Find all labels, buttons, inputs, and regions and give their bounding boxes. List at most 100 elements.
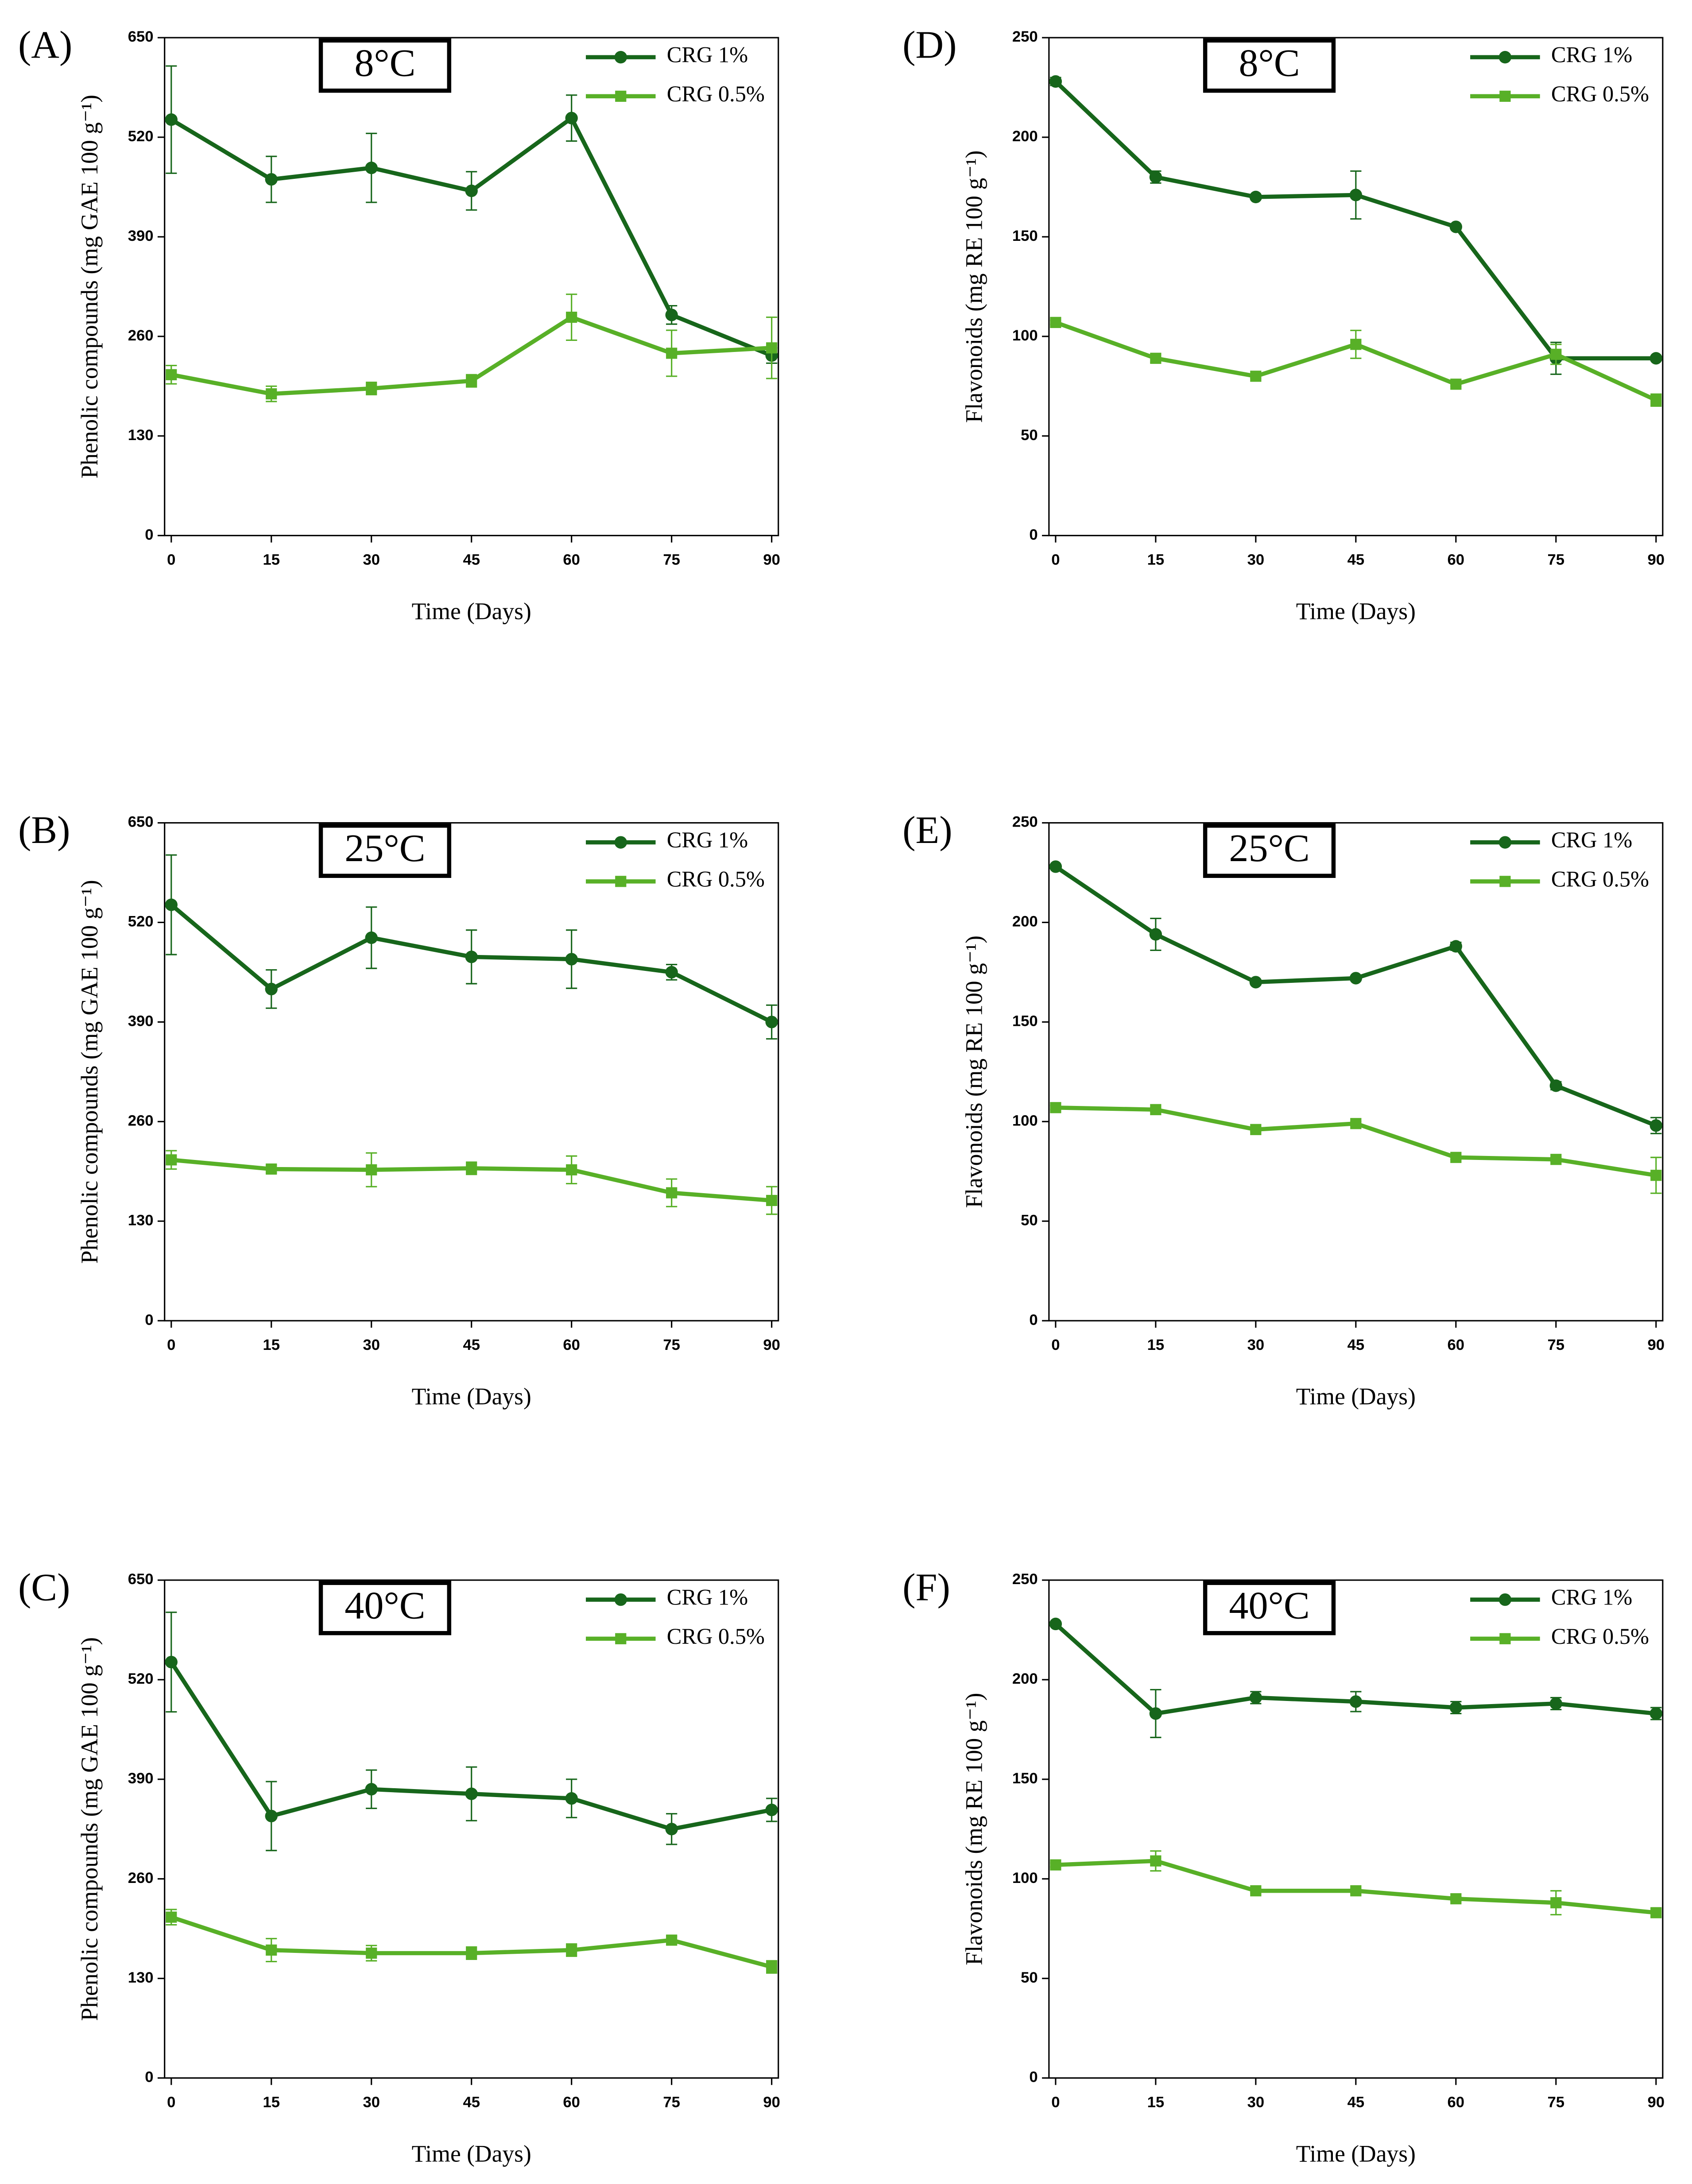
- y-tick-label: 390: [128, 1770, 154, 1787]
- point: [1649, 1119, 1662, 1132]
- point: [1250, 371, 1262, 382]
- point: [1650, 394, 1662, 406]
- x-tick-label: 30: [363, 551, 380, 568]
- panel-label: (E): [902, 808, 952, 852]
- x-tick-label: 90: [1648, 551, 1665, 568]
- point: [165, 1655, 178, 1669]
- y-tick-label: 50: [1021, 1969, 1038, 1986]
- condition-box: [318, 1581, 452, 1635]
- x-tick-label: 75: [1548, 551, 1565, 568]
- point: [1149, 170, 1162, 184]
- point: [765, 1803, 778, 1817]
- point: [614, 836, 627, 849]
- point: [266, 388, 277, 400]
- x-tick-label: 30: [1247, 1337, 1265, 1353]
- x-tick-label: 60: [1448, 1337, 1465, 1353]
- x-tick-label: 45: [463, 551, 480, 568]
- point: [1550, 1897, 1562, 1909]
- point: [1499, 90, 1511, 102]
- point: [1549, 1697, 1562, 1710]
- x-tick-label: 90: [763, 551, 780, 568]
- y-tick-label: 100: [1012, 327, 1038, 344]
- point: [1449, 220, 1462, 233]
- y-axis-label: Phenolic compounds (mg GAE 100 g⁻¹): [76, 880, 103, 1264]
- y-tick-label: 0: [145, 1311, 153, 1328]
- legend-label: CRG 1%: [667, 827, 748, 852]
- point: [665, 966, 678, 979]
- x-axis-label: Time (Days): [1296, 1383, 1416, 1410]
- point: [614, 1593, 627, 1606]
- point: [465, 951, 478, 963]
- y-tick-label: 100: [1012, 1112, 1038, 1129]
- series-line: [170, 115, 773, 358]
- point: [1249, 976, 1262, 989]
- condition-label: 8°C: [354, 41, 415, 85]
- point: [466, 1947, 477, 1959]
- y-tick-label: 0: [1029, 526, 1038, 543]
- legend-label: CRG 0.5%: [1551, 866, 1649, 891]
- y-tick-label: 130: [128, 1212, 154, 1229]
- condition-box: [318, 38, 452, 93]
- condition-label: 8°C: [1239, 41, 1300, 85]
- series-line: [1055, 1106, 1657, 1178]
- point: [1449, 940, 1462, 953]
- y-tick-label: 520: [128, 913, 154, 930]
- y-tick-label: 390: [128, 228, 154, 244]
- x-tick-label: 45: [1347, 1337, 1365, 1353]
- legend-label: CRG 1%: [1551, 827, 1632, 852]
- point: [1249, 1691, 1262, 1704]
- y-axis-label: Flavonoids (mg RE 100 g⁻¹): [960, 151, 987, 423]
- point: [366, 383, 377, 394]
- point: [466, 1163, 477, 1174]
- point: [1149, 928, 1162, 941]
- point: [766, 1194, 778, 1206]
- y-tick-label: 0: [145, 2069, 153, 2086]
- point: [1650, 1907, 1662, 1918]
- y-tick-label: 150: [1012, 228, 1038, 244]
- y-tick-label: 100: [1012, 1870, 1038, 1886]
- y-axis-label: Phenolic compounds (mg GAE 100 g⁻¹): [76, 1637, 103, 2021]
- x-tick-label: 15: [1147, 551, 1165, 568]
- y-tick-label: 150: [1012, 1013, 1038, 1030]
- x-tick-label: 45: [463, 2094, 480, 2111]
- y-tick-label: 200: [1012, 128, 1038, 145]
- point: [266, 1944, 277, 1956]
- point: [1150, 1104, 1162, 1115]
- x-tick-label: 75: [663, 1337, 680, 1353]
- point: [1150, 1855, 1162, 1867]
- point: [165, 113, 178, 126]
- x-tick-label: 30: [1247, 2094, 1265, 2111]
- legend-label: CRG 1%: [1551, 43, 1632, 67]
- point: [614, 50, 627, 64]
- legend-label: CRG 0.5%: [1551, 81, 1649, 106]
- point: [615, 90, 627, 102]
- point: [666, 348, 678, 359]
- point: [1499, 1633, 1511, 1644]
- point: [565, 112, 578, 124]
- panel: 0 50 100 150 200 250 0 15 30 45 60 75 90 Time (Days) F…: [902, 1566, 1665, 2167]
- legend-label: CRG 1%: [667, 1585, 748, 1610]
- x-tick-label: 45: [1347, 2094, 1365, 2111]
- y-axis-label: Flavonoids (mg RE 100 g⁻¹): [960, 1693, 987, 1965]
- x-axis-label: Time (Days): [1296, 2140, 1416, 2167]
- point: [1049, 1617, 1062, 1631]
- panel-label: (D): [902, 23, 956, 67]
- point: [1450, 1152, 1462, 1163]
- point: [615, 876, 627, 887]
- point: [1350, 1885, 1362, 1897]
- x-tick-label: 15: [263, 551, 280, 568]
- panel-label: (B): [18, 808, 70, 852]
- point: [1649, 352, 1662, 365]
- x-tick-label: 15: [263, 1337, 280, 1353]
- condition-label: 40°C: [1229, 1584, 1309, 1627]
- y-axis-label: Flavonoids (mg RE 100 g⁻¹): [960, 935, 987, 1208]
- y-tick-label: 200: [1012, 913, 1038, 930]
- panel-label: (C): [18, 1566, 70, 1609]
- plot-frame: [164, 822, 779, 1322]
- point: [265, 982, 278, 996]
- point: [666, 1934, 678, 1946]
- plot-frame: [164, 1579, 779, 2079]
- x-tick-label: 15: [1147, 2094, 1165, 2111]
- point: [266, 1163, 277, 1175]
